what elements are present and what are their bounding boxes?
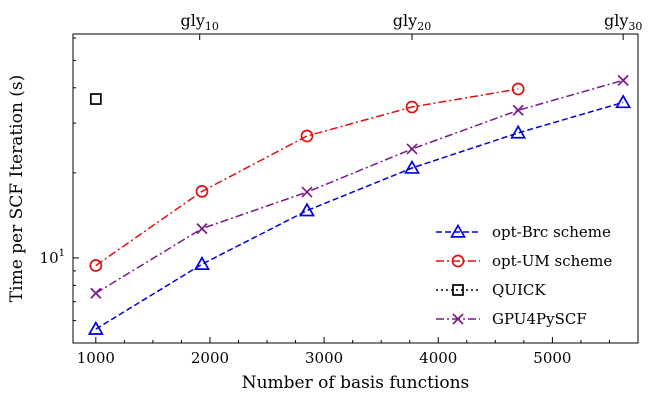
legend-label-opt-um-scheme: opt-UM scheme (492, 252, 612, 270)
data-point-gpu4pyscf-4-stroke-b (406, 143, 418, 155)
data-point-gpu4pyscf-1-stroke-b (90, 287, 102, 299)
data-point-gpu4pyscf-4 (406, 143, 418, 155)
data-point-gpu4pyscf-2 (196, 222, 208, 235)
axes: 1000 2000 3000 4000 5000 gly10 gly20 gly30 101 Nu… (7, 11, 642, 393)
top-tick-label-3: gly30 (604, 11, 642, 33)
data-point-opt-um-scheme-3 (300, 129, 314, 143)
data-point-gpu4pyscf-5 (512, 104, 524, 116)
data-point-opt-brc-scheme-4 (404, 159, 420, 174)
legend-label-quick: QUICK (492, 281, 546, 299)
data-point-opt-um-scheme-2 (195, 185, 209, 198)
legend-label-opt-brc-scheme: opt-Brc scheme (492, 223, 611, 241)
data-point-opt-um-scheme-1 (89, 259, 103, 272)
series-line-opt-um-scheme (95, 88, 519, 267)
y-tick-label-10: 101 (40, 248, 65, 267)
data-point-opt-brc-scheme-3 (299, 202, 315, 217)
x-tick-label-1000: 1000 (77, 349, 115, 367)
data-point-opt-brc-scheme-1 (87, 320, 104, 335)
legend-marker-gpu4pyscf (452, 313, 464, 325)
plot-frame (72, 33, 639, 344)
legend-marker-opt-brc-scheme (450, 223, 466, 238)
legend-label-gpu4pyscf: GPU4PySCF (492, 310, 587, 328)
legend-marker-gpu4pyscf-stroke-b (452, 313, 464, 325)
data-point-gpu4pyscf-6-stroke-b (617, 74, 629, 86)
x-tick-label-2000: 2000 (191, 349, 229, 367)
data-point-gpu4pyscf-1 (90, 287, 102, 299)
legend-marker-opt-um-scheme (451, 254, 465, 268)
data-point-opt-brc-scheme-6 (615, 94, 632, 109)
x-tick-label-3000: 3000 (305, 349, 343, 367)
plot-area (87, 74, 632, 335)
data-point-opt-brc-scheme-5 (510, 124, 527, 139)
data-point-gpu4pyscf-3-stroke-b (301, 186, 313, 198)
x-tick-label-4000: 4000 (419, 349, 457, 367)
top-tick-label-1: gly10 (180, 11, 218, 33)
data-point-opt-um-scheme-4 (405, 100, 419, 114)
data-point-quick-1 (89, 93, 102, 105)
x-axis-title: Number of basis functions (242, 373, 470, 393)
data-point-opt-brc-scheme-2 (194, 256, 210, 270)
data-point-gpu4pyscf-6 (617, 74, 629, 86)
data-point-gpu4pyscf-3 (301, 186, 313, 198)
series-line-gpu4pyscf (95, 79, 624, 294)
x-tick-label-5000: 5000 (533, 349, 571, 367)
data-point-gpu4pyscf-2-stroke-b (196, 222, 208, 235)
legend: opt-Brc scheme opt-UM scheme QUICK GPU4PySC… (436, 223, 612, 328)
data-point-gpu4pyscf-5-stroke-b (512, 104, 524, 116)
legend-marker-quick (452, 284, 464, 296)
data-point-opt-um-scheme-5 (511, 82, 525, 96)
top-tick-label-2: gly20 (393, 11, 431, 33)
y-axis-title: Time per SCF Iteration (s) (7, 75, 27, 302)
series-line-opt-brc-scheme (95, 101, 624, 330)
